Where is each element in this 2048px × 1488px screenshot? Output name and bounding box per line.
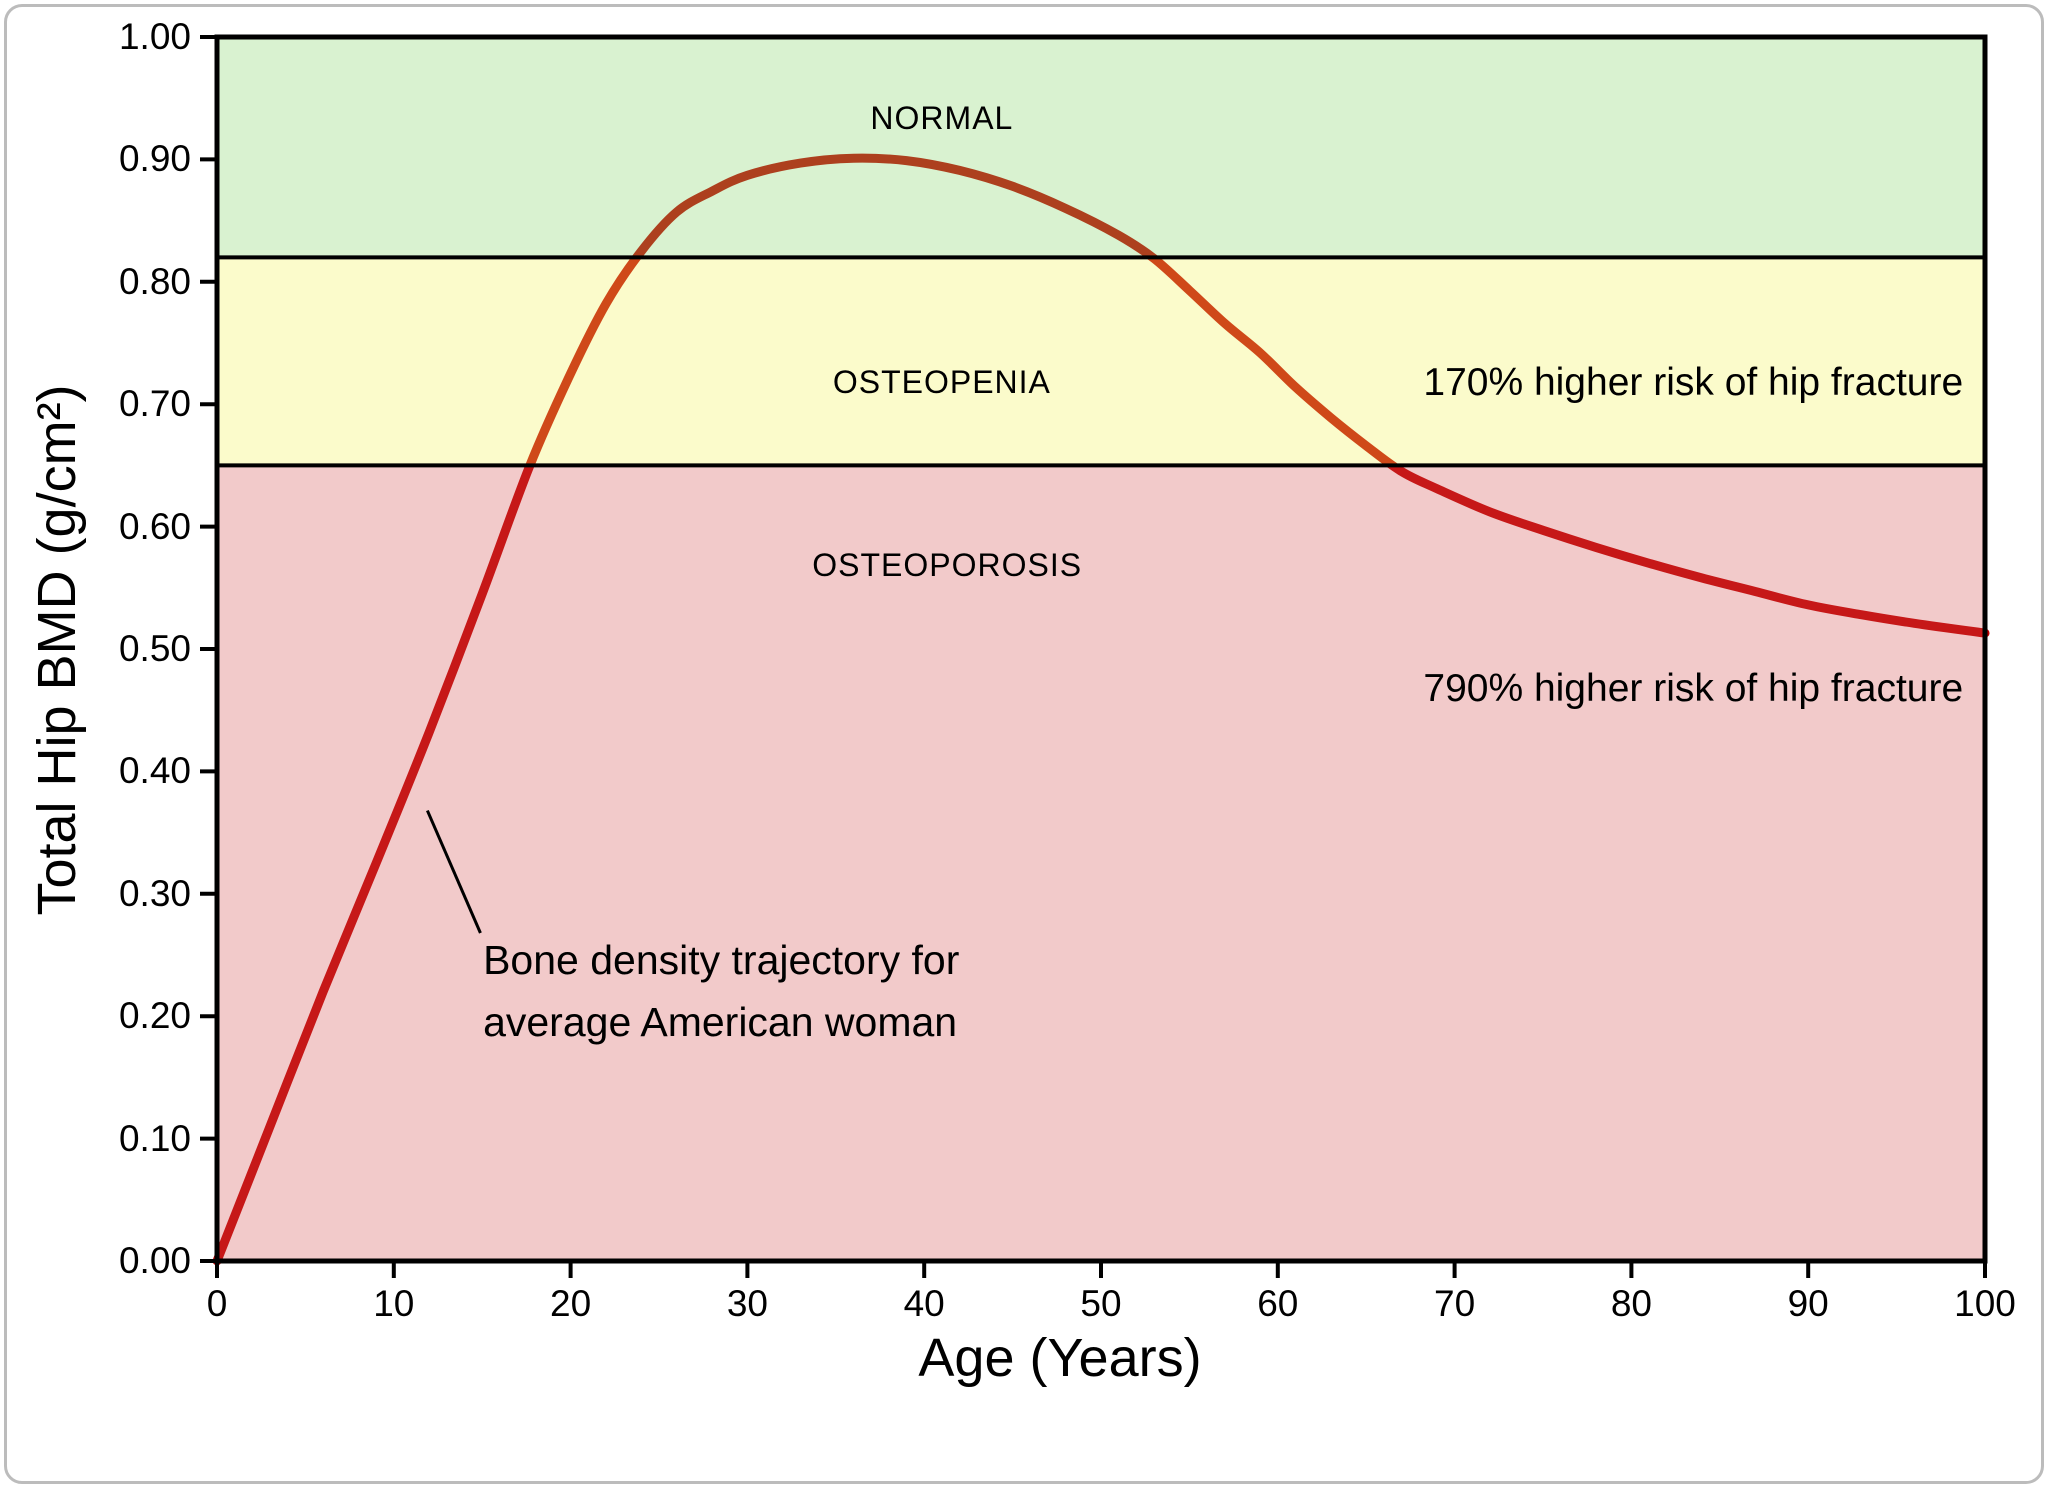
zone-label-normal: NORMAL	[870, 99, 1014, 136]
zone-label-osteoporosis: OSTEOPOROSIS	[812, 546, 1083, 583]
y-tick-label: 0.70	[118, 383, 191, 425]
x-tick-label: 90	[1787, 1283, 1829, 1324]
y-tick-label: 0.90	[118, 138, 191, 180]
zone-fill-osteoporosis	[217, 465, 1985, 1261]
x-tick-label: 50	[1080, 1283, 1122, 1324]
y-tick-label: 0.50	[118, 628, 191, 669]
risk-osteoporosis-text: 790% higher risk of hip fracture	[1423, 667, 1964, 711]
x-tick-label: 10	[373, 1283, 415, 1324]
x-tick-label: 100	[1954, 1283, 2016, 1324]
x-tick-label: 40	[903, 1283, 945, 1324]
y-axis-title: Total Hip BMD (g/cm²)	[27, 384, 87, 916]
x-tick-label: 30	[726, 1283, 768, 1324]
zone-label-osteopenia: OSTEOPENIA	[832, 364, 1051, 401]
y-tick-label: 1.00	[118, 16, 191, 57]
y-tick-label: 0.10	[118, 1117, 191, 1159]
x-tick-label: 80	[1610, 1283, 1652, 1324]
bmd-trajectory-curve	[212, 153, 1990, 1266]
risk-osteopenia-text: 170% higher risk of hip fracture	[1423, 361, 1964, 405]
y-tick-label: 0.40	[118, 750, 191, 792]
x-tick-label: 0	[206, 1283, 228, 1324]
x-tick-label: 60	[1257, 1283, 1299, 1324]
zone-fill-normal	[217, 37, 1985, 258]
trajectory-callout-line-1: Bone density trajectory for	[483, 936, 960, 983]
callout-leader-line	[426, 809, 482, 934]
y-tick-label: 0.30	[118, 872, 191, 914]
y-tick-label: 0.60	[118, 505, 191, 547]
y-tick-label: 0.00	[118, 1240, 191, 1281]
y-tick-label: 0.20	[118, 995, 191, 1037]
y-tick-label: 0.80	[118, 260, 191, 302]
x-axis-title: Age (Years)	[918, 1328, 1202, 1388]
x-tick-label: 20	[550, 1283, 592, 1324]
x-tick-label: 70	[1434, 1283, 1476, 1324]
zone-fill-osteopenia	[217, 257, 1985, 466]
trajectory-callout-line-2: average American woman	[483, 999, 958, 1046]
